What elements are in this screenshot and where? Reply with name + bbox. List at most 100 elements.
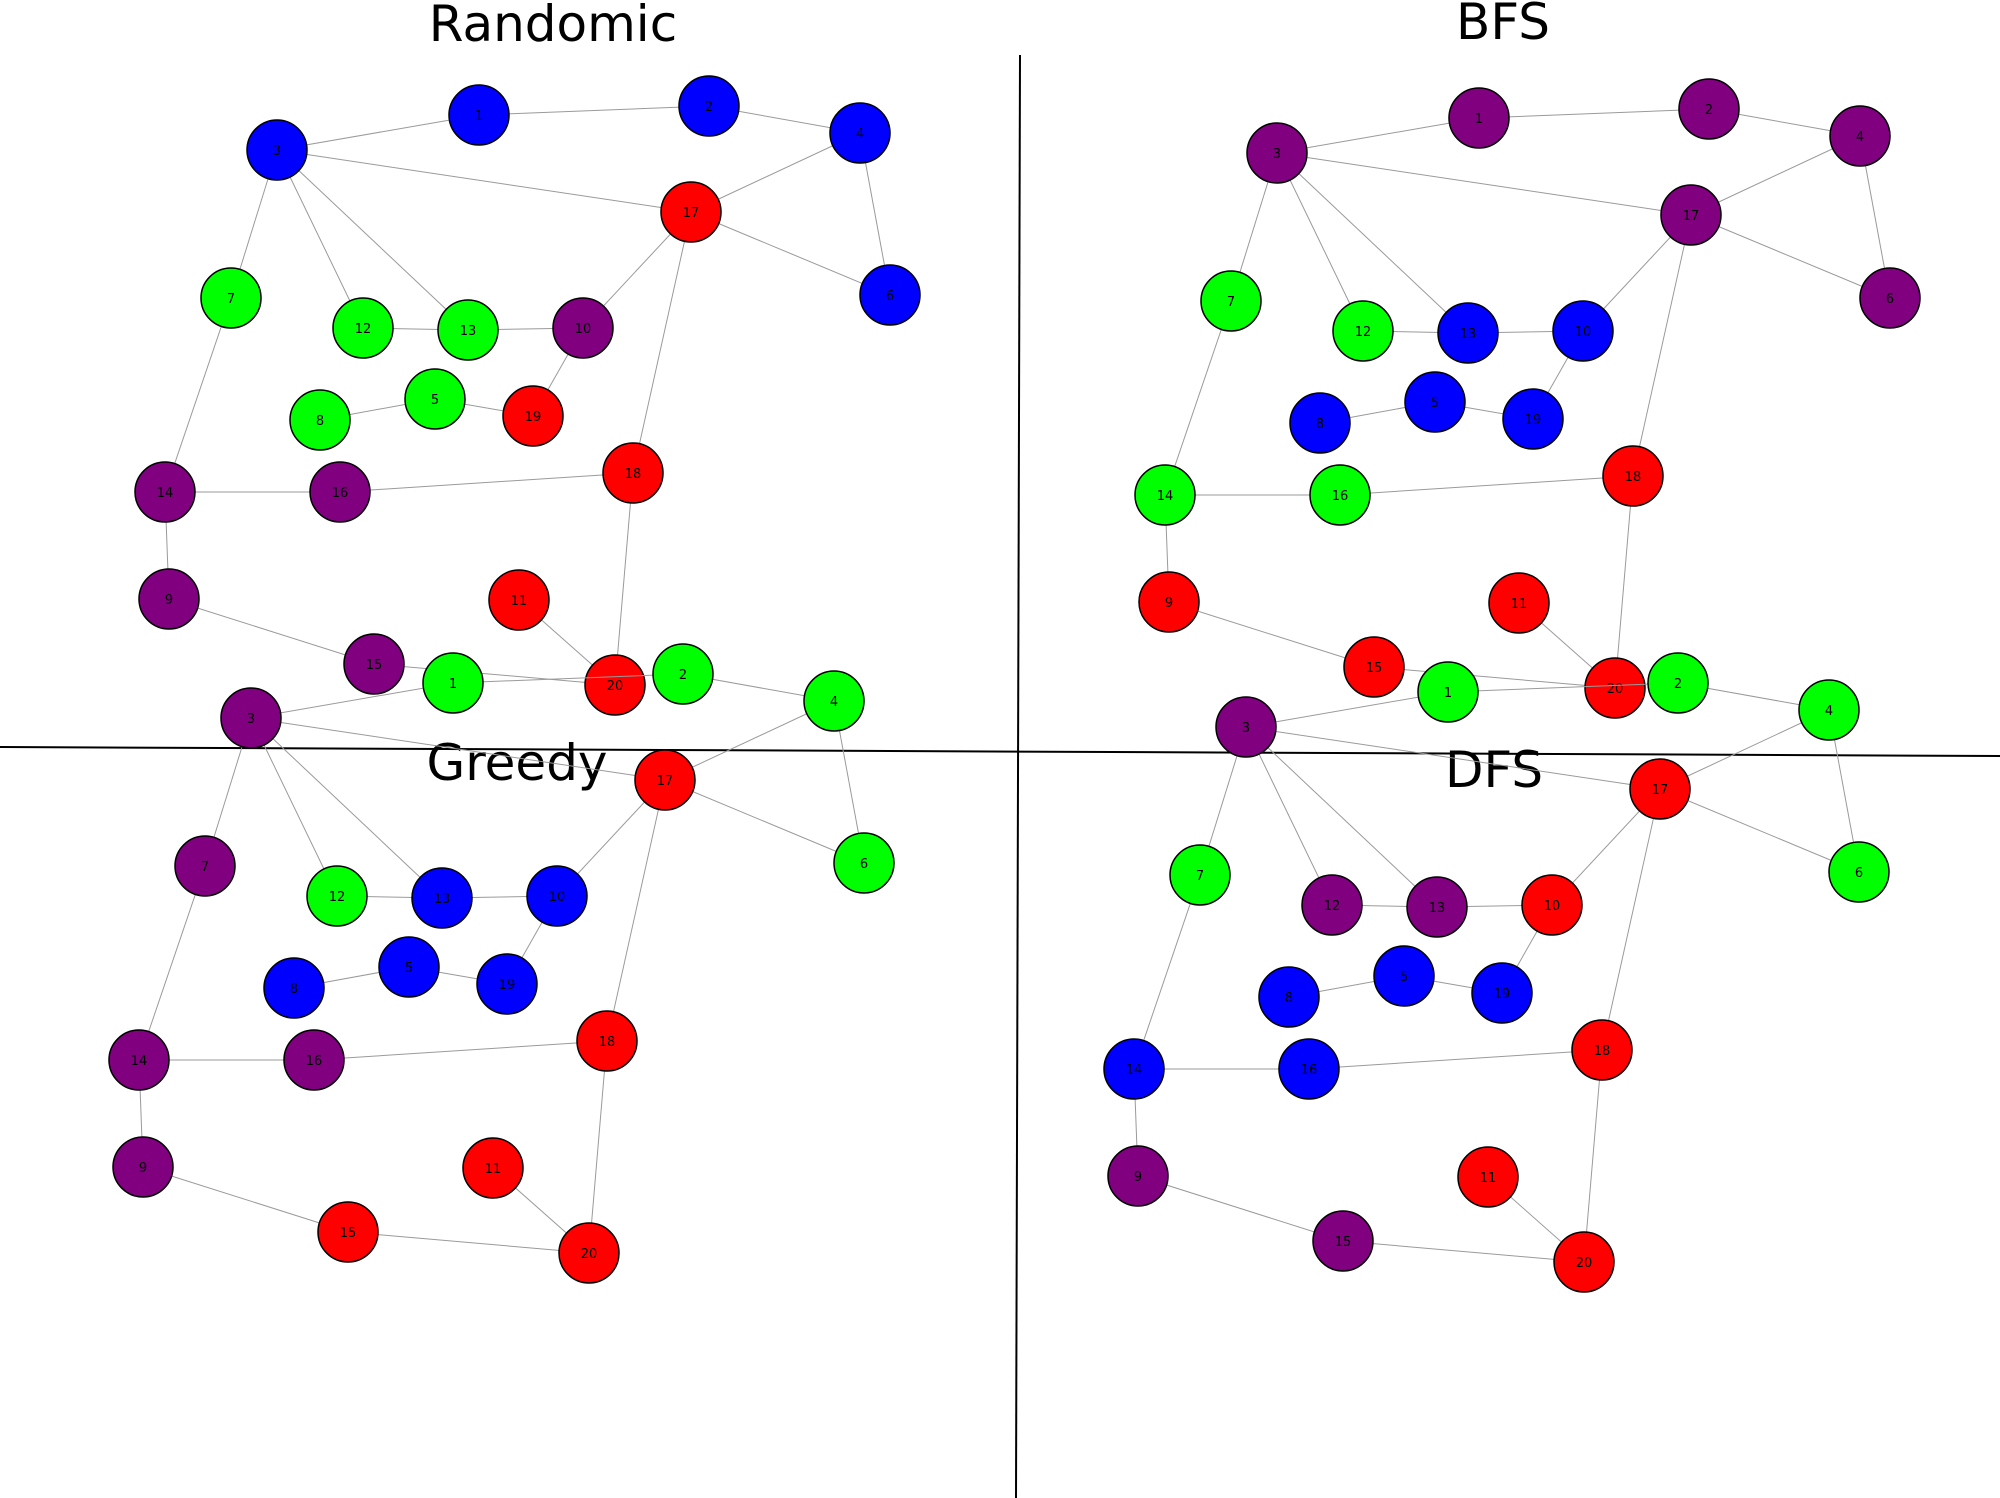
node-label: 12: [1355, 325, 1372, 340]
node-8: 8: [1258, 966, 1320, 1028]
panel-title: Randomic: [429, 0, 677, 53]
node-11: 11: [1488, 572, 1550, 634]
node-circle: [448, 84, 510, 146]
node-circle: [652, 643, 714, 705]
edge-16-18: [339, 472, 634, 493]
node-3: 3: [1215, 696, 1277, 758]
edge-3-12: [1276, 152, 1364, 332]
node-circle: [422, 652, 484, 714]
node-circle: [1521, 874, 1583, 936]
node-label: 18: [1625, 470, 1642, 485]
node-15: 15: [343, 633, 405, 695]
node-16: 16: [1309, 464, 1371, 526]
node-1: 1: [1448, 87, 1510, 149]
node-5: 5: [1404, 371, 1466, 433]
node-label: 5: [1431, 396, 1439, 411]
node-circle: [1448, 87, 1510, 149]
node-circle: [437, 299, 499, 361]
node-14: 14: [108, 1029, 170, 1091]
node-label: 14: [1126, 1063, 1143, 1078]
edge-3-1: [250, 682, 454, 719]
node-6: 6: [859, 264, 921, 326]
edge-16-18: [1339, 475, 1634, 496]
node-label: 12: [355, 322, 372, 337]
node-label: 3: [247, 712, 255, 727]
edge-17-4: [1659, 709, 1830, 790]
node-circle: [1457, 1146, 1519, 1208]
edge-18-20: [588, 1040, 608, 1254]
node-label: 20: [581, 1247, 598, 1262]
node-8: 8: [263, 957, 325, 1019]
node-circle: [1488, 572, 1550, 634]
edge-3-17: [1276, 152, 1692, 216]
edge-3-13: [276, 149, 469, 331]
node-2: 2: [652, 643, 714, 705]
edge-16-18: [1308, 1049, 1603, 1070]
node-circle: [1406, 876, 1468, 938]
node-9: 9: [1107, 1145, 1169, 1207]
node-label: 9: [1134, 1170, 1142, 1185]
node-label: 11: [511, 594, 528, 609]
node-20: 20: [584, 654, 646, 716]
node-label: 18: [1594, 1044, 1611, 1059]
node-10: 10: [1521, 874, 1583, 936]
edge-1-2: [478, 105, 710, 116]
node-circle: [1647, 652, 1709, 714]
node-16: 16: [309, 461, 371, 523]
edge-17-18: [606, 779, 666, 1042]
edge-15-20: [373, 663, 616, 686]
edge-3-12: [250, 717, 338, 897]
node-4: 4: [1829, 105, 1891, 167]
edge-7-14: [1164, 300, 1232, 496]
node-20: 20: [558, 1222, 620, 1284]
node-12: 12: [1332, 300, 1394, 362]
node-19: 19: [502, 385, 564, 447]
node-circle: [1169, 844, 1231, 906]
node-8: 8: [1289, 392, 1351, 454]
node-3: 3: [1246, 122, 1308, 184]
node-circle: [602, 442, 664, 504]
node-label: 5: [431, 393, 439, 408]
node-circle: [263, 957, 325, 1019]
node-16: 16: [283, 1029, 345, 1091]
node-19: 19: [476, 953, 538, 1015]
node-circle: [1678, 78, 1740, 140]
node-label: 2: [1674, 677, 1682, 692]
edge-3-17: [276, 149, 692, 213]
node-label: 7: [201, 860, 209, 875]
node-label: 2: [1705, 103, 1713, 118]
edge-9-15: [1137, 1175, 1344, 1242]
edge-9-15: [168, 598, 375, 665]
edge-3-1: [1245, 691, 1449, 728]
edge-18-20: [1614, 475, 1634, 689]
node-label: 1: [475, 109, 483, 124]
node-label: 17: [1652, 783, 1669, 798]
node-10: 10: [1552, 300, 1614, 362]
node-circle: [1502, 388, 1564, 450]
node-14: 14: [1103, 1038, 1165, 1100]
node-label: 13: [1429, 901, 1446, 916]
node-label: 14: [131, 1054, 148, 1069]
node-label: 5: [405, 961, 413, 976]
node-circle: [1312, 1210, 1374, 1272]
node-circle: [317, 1201, 379, 1263]
node-label: 13: [1460, 327, 1477, 342]
node-circle: [552, 297, 614, 359]
node-6: 6: [1828, 841, 1890, 903]
node-10: 10: [552, 297, 614, 359]
node-circle: [1660, 184, 1722, 246]
node-11: 11: [1457, 1146, 1519, 1208]
node-1: 1: [448, 84, 510, 146]
node-label: 3: [1273, 147, 1281, 162]
node-label: 6: [1886, 292, 1894, 307]
node-label: 16: [1332, 489, 1349, 504]
node-20: 20: [1584, 657, 1646, 719]
edge-17-6: [1659, 788, 1860, 873]
edge-3-13: [250, 717, 443, 899]
node-13: 13: [1406, 876, 1468, 938]
node-5: 5: [1373, 945, 1435, 1007]
node-circle: [306, 865, 368, 927]
